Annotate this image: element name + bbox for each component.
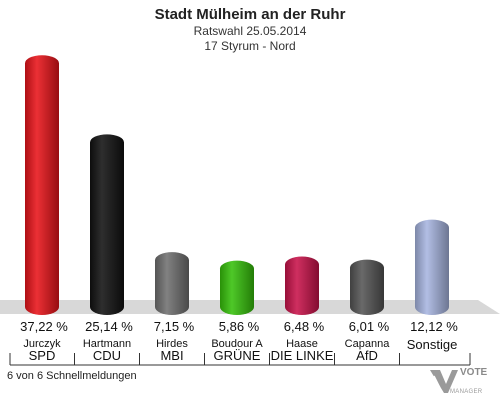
chart-subtitle: Ratswahl 25.05.2014	[193, 24, 307, 38]
party-labels: SPD CDU MBI GRÜNE DIE LINKE AfD Sonstige	[29, 337, 458, 363]
candidate-label: Capanna	[345, 338, 391, 350]
value-label: 37,22 %	[20, 319, 68, 334]
value-label: 25,14 %	[85, 319, 133, 334]
party-label: MBI	[160, 348, 183, 363]
party-label: AfD	[356, 348, 378, 363]
bar-sonstige	[415, 219, 449, 315]
bar-series	[25, 55, 449, 316]
bar-die-linke	[285, 256, 319, 315]
candidate-label: Jurczyk	[23, 338, 61, 350]
logo-subword: MANAGER	[450, 389, 483, 395]
label-separators	[9, 353, 471, 366]
value-label: 7,15 %	[154, 319, 195, 334]
value-label: 5,86 %	[219, 319, 260, 334]
party-label: SPD	[29, 348, 56, 363]
value-label: 6,48 %	[284, 319, 325, 334]
party-label: DIE LINKE	[271, 348, 334, 363]
reporting-status: 6 von 6 Schnellmeldungen	[7, 370, 137, 382]
party-label: CDU	[93, 348, 121, 363]
candidate-label: Haase	[286, 338, 318, 350]
logo-word: VOTE	[460, 367, 488, 378]
bar-afd	[350, 259, 384, 315]
vote-manager-logo-icon	[430, 370, 458, 393]
bar-gr-ne	[220, 260, 254, 315]
value-label: 6,01 %	[349, 319, 390, 334]
value-labels: 37,22 % 25,14 % 7,15 % 5,86 % 6,48 % 6,01 % 12…	[20, 319, 458, 334]
candidate-labels: Jurczyk Hartmann Hirdes Boudour A Haase Capan…	[23, 338, 390, 350]
bar-mbi	[155, 252, 189, 315]
party-label: Sonstige	[407, 337, 458, 352]
candidate-label: Boudour A	[211, 338, 263, 350]
bar-cdu	[90, 134, 124, 315]
chart-title: Stadt Mülheim an der Ruhr	[154, 6, 346, 23]
party-label: GRÜNE	[214, 348, 261, 363]
candidate-label: Hirdes	[156, 338, 188, 350]
value-label: 12,12 %	[410, 319, 458, 334]
bar-spd	[25, 55, 59, 316]
chart-district: 17 Styrum - Nord	[204, 39, 296, 53]
candidate-label: Hartmann	[83, 338, 131, 350]
